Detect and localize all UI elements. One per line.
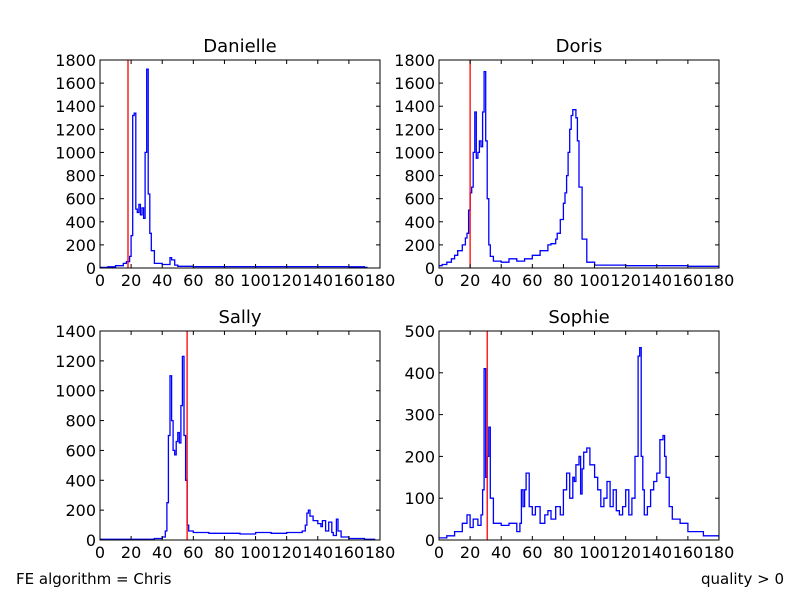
subplot-1: 0 20 40 60 80 100 120 140 160 1800200400600800100… (394, 36, 734, 290)
y-tick-label: 800 (65, 167, 96, 186)
y-tick-label: 400 (404, 213, 435, 232)
y-tick-label: 100 (404, 489, 435, 508)
histogram-series (439, 70, 719, 268)
y-tick-label: 1400 (394, 97, 435, 116)
y-tick-label: 500 (404, 322, 435, 341)
x-tick-label: 60 (522, 543, 542, 562)
x-tick-label: 180 (704, 271, 735, 290)
y-tick-label: 800 (404, 167, 435, 186)
x-tick-label: 180 (704, 543, 735, 562)
y-tick-label: 600 (65, 441, 96, 460)
y-tick-label: 0 (86, 531, 96, 550)
x-tick-label: 20 (460, 543, 480, 562)
y-tick-label: 0 (86, 259, 96, 278)
y-tick-label: 300 (404, 406, 435, 425)
x-tick-label: 0 (95, 543, 105, 562)
y-tick-label: 800 (65, 412, 96, 431)
x-tick-label: 20 (121, 543, 141, 562)
y-tick-label: 200 (404, 236, 435, 255)
x-tick-label: 160 (334, 543, 365, 562)
y-tick-label: 200 (404, 447, 435, 466)
x-tick-label: 120 (610, 271, 641, 290)
x-tick-label: 60 (183, 271, 203, 290)
y-tick-label: 1000 (394, 143, 435, 162)
axes-frame (438, 59, 720, 269)
y-tick-label: 400 (65, 213, 96, 232)
x-tick-label: 0 (434, 271, 444, 290)
y-tick-label: 1200 (55, 120, 96, 139)
x-tick-label: 140 (303, 543, 334, 562)
y-tick-label: 200 (65, 236, 96, 255)
x-tick-label: 40 (152, 271, 172, 290)
y-tick-label: 200 (65, 501, 96, 520)
subplot-3: 0 20 40 60 80 100 120 140 160 1800100200300400500… (404, 307, 734, 562)
x-tick-label: 100 (240, 543, 271, 562)
x-tick-label: 140 (642, 543, 673, 562)
x-tick-label: 40 (491, 271, 511, 290)
x-tick-label: 120 (271, 543, 302, 562)
y-tick-label: 1200 (55, 352, 96, 371)
y-tick-label: 1000 (55, 382, 96, 401)
subplot-0: 0 20 40 60 80 100 120 140 160 1800200400600800100… (55, 36, 395, 290)
subplot-title: Sally (218, 307, 261, 328)
x-tick-label: 140 (642, 271, 673, 290)
x-tick-label: 80 (214, 543, 234, 562)
y-tick-label: 1600 (55, 74, 96, 93)
x-tick-label: 100 (579, 543, 610, 562)
y-tick-label: 400 (65, 471, 96, 490)
y-tick-label: 0 (425, 531, 435, 550)
x-tick-label: 180 (365, 543, 396, 562)
y-tick-label: 1800 (55, 51, 96, 70)
y-tick-label: 1200 (394, 120, 435, 139)
y-tick-label: 600 (65, 190, 96, 209)
y-tick-label: 400 (404, 364, 435, 383)
x-tick-label: 120 (271, 271, 302, 290)
axes-frame (99, 59, 381, 269)
y-tick-label: 600 (404, 190, 435, 209)
axes-frame (438, 330, 720, 541)
x-tick-label: 0 (434, 543, 444, 562)
y-tick-label: 0 (425, 259, 435, 278)
y-tick-label: 1400 (55, 322, 96, 341)
footer-left-text: FE algorithm = Chris (16, 570, 172, 588)
y-tick-label: 1800 (394, 51, 435, 70)
x-tick-label: 140 (303, 271, 334, 290)
x-tick-label: 60 (522, 271, 542, 290)
x-tick-label: 80 (214, 271, 234, 290)
axes-frame (99, 330, 381, 541)
x-tick-label: 20 (460, 271, 480, 290)
x-tick-label: 40 (152, 543, 172, 562)
x-tick-label: 80 (553, 543, 573, 562)
x-tick-label: 60 (183, 543, 203, 562)
x-tick-label: 160 (334, 271, 365, 290)
y-tick-label: 1600 (394, 74, 435, 93)
y-tick-label: 1000 (55, 143, 96, 162)
x-tick-label: 100 (240, 271, 271, 290)
x-tick-label: 100 (579, 271, 610, 290)
x-tick-label: 40 (491, 543, 511, 562)
x-tick-label: 160 (673, 271, 704, 290)
x-tick-label: 0 (95, 271, 105, 290)
histogram-series (100, 355, 376, 540)
x-tick-label: 180 (365, 271, 396, 290)
y-tick-label: 1400 (55, 97, 96, 116)
x-tick-label: 160 (673, 543, 704, 562)
subplot-title: Sophie (548, 307, 609, 328)
x-tick-label: 120 (610, 543, 641, 562)
subplot-title: Doris (556, 36, 603, 57)
histogram-series (439, 347, 719, 539)
histogram-series (100, 68, 368, 268)
x-tick-label: 20 (121, 271, 141, 290)
x-tick-label: 80 (553, 271, 573, 290)
footer-right-text: quality > 0 (701, 570, 784, 588)
subplot-2: 0 20 40 60 80 100 120 140 160 180 0 200 400 600 800 100… (55, 307, 395, 562)
subplot-title: Danielle (203, 36, 276, 57)
